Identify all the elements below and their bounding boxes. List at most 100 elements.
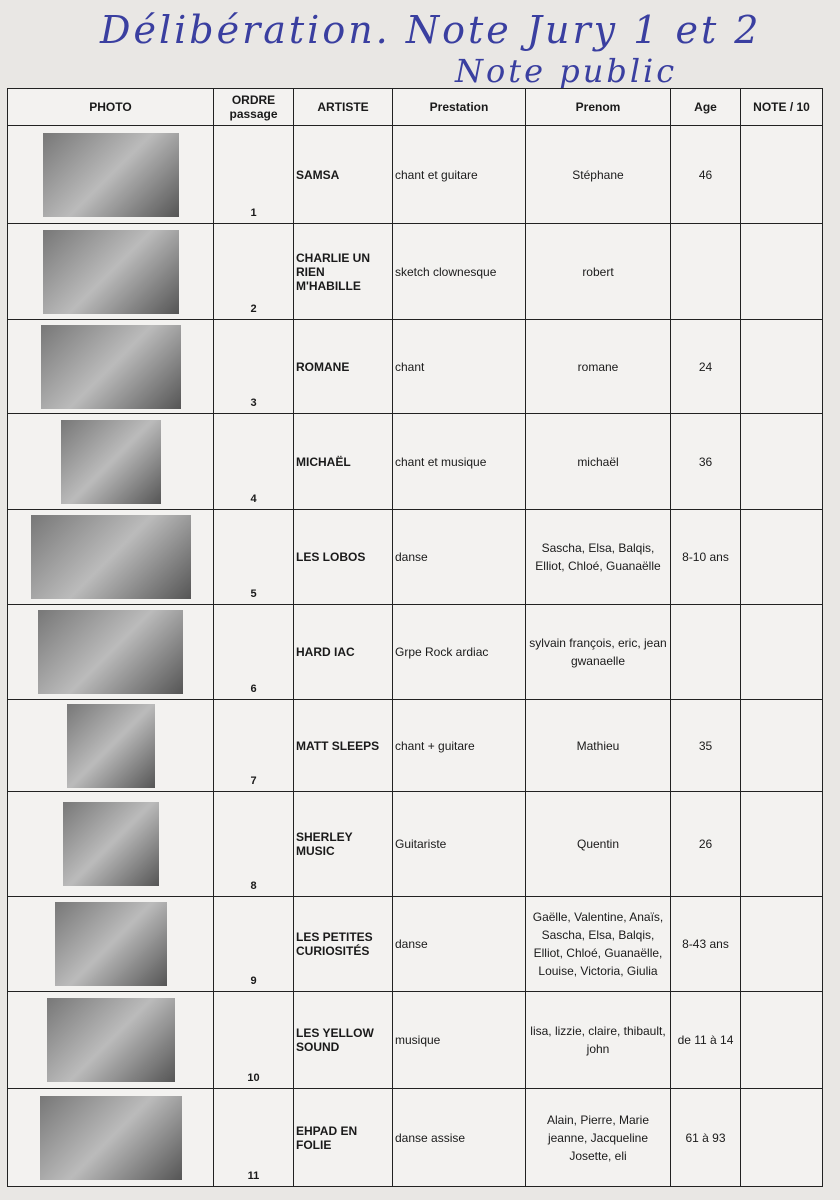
handwritten-title: Délibération. Note Jury 1 et 2 bbox=[100, 8, 762, 52]
age-cell: 35 bbox=[670, 699, 741, 792]
table-row: 6 HARD IAC Grpe Rock ardiac sylvain fran… bbox=[7, 604, 823, 700]
prenom-cell: sylvain françois, eric, jean gwanaelle bbox=[525, 604, 671, 700]
ordre-cell: 2 bbox=[213, 223, 294, 320]
note-cell[interactable] bbox=[740, 319, 823, 414]
photo-cell bbox=[7, 699, 214, 792]
header-ordre: ORDRE passage bbox=[213, 88, 294, 126]
table-row: 7 MATT SLEEPS chant + guitare Mathieu 35 bbox=[7, 699, 823, 792]
header-photo: PHOTO bbox=[7, 88, 214, 126]
artist-photo bbox=[60, 419, 161, 504]
prestation-cell: chant et musique bbox=[392, 413, 526, 510]
artist-photo bbox=[39, 1095, 182, 1180]
table-row: 9 LES PETITES CURIOSITÉS danse Gaëlle, V… bbox=[7, 896, 823, 992]
prestation-cell: musique bbox=[392, 991, 526, 1089]
note-cell[interactable] bbox=[740, 991, 823, 1089]
ordre-cell: 3 bbox=[213, 319, 294, 414]
prestation-cell: chant et guitare bbox=[392, 125, 526, 224]
photo-cell bbox=[7, 1088, 214, 1187]
header-prenom: Prenom bbox=[525, 88, 671, 126]
artiste-cell: EHPAD EN FOLIE bbox=[293, 1088, 393, 1187]
table-row: 10 LES YELLOW SOUND musique lisa, lizzie… bbox=[7, 991, 823, 1089]
photo-cell bbox=[7, 604, 214, 700]
header-note: NOTE / 10 bbox=[740, 88, 823, 126]
ordre-cell: 11 bbox=[213, 1088, 294, 1187]
table-row: 4 MICHAËL chant et musique michaël 36 bbox=[7, 413, 823, 510]
deliberation-table: PHOTO ORDRE passage ARTISTE Prestation P… bbox=[7, 88, 823, 1187]
artiste-cell: MATT SLEEPS bbox=[293, 699, 393, 792]
prestation-cell: chant bbox=[392, 319, 526, 414]
photo-cell bbox=[7, 896, 214, 992]
artist-photo bbox=[62, 802, 159, 886]
note-cell[interactable] bbox=[740, 125, 823, 224]
table-row: 2 CHARLIE UN RIEN M'HABILLE sketch clown… bbox=[7, 223, 823, 320]
artist-photo bbox=[30, 515, 191, 599]
artist-photo bbox=[38, 610, 183, 694]
photo-cell bbox=[7, 991, 214, 1089]
table-row: 11 EHPAD EN FOLIE danse assise Alain, Pi… bbox=[7, 1088, 823, 1187]
prenom-cell: robert bbox=[525, 223, 671, 320]
artist-photo bbox=[46, 998, 175, 1082]
ordre-cell: 9 bbox=[213, 896, 294, 992]
artist-photo bbox=[54, 902, 167, 986]
photo-cell bbox=[7, 791, 214, 897]
age-cell: 24 bbox=[670, 319, 741, 414]
prestation-cell: danse bbox=[392, 896, 526, 992]
ordre-cell: 6 bbox=[213, 604, 294, 700]
prenom-cell: Alain, Pierre, Marie jeanne, Jacqueline … bbox=[525, 1088, 671, 1187]
prenom-cell: Sascha, Elsa, Balqis, Elliot, Chloé, Gua… bbox=[525, 509, 671, 605]
photo-cell bbox=[7, 509, 214, 605]
handwritten-subtitle: Note public bbox=[455, 52, 678, 90]
artiste-cell: HARD IAC bbox=[293, 604, 393, 700]
artiste-cell: LES YELLOW SOUND bbox=[293, 991, 393, 1089]
note-cell[interactable] bbox=[740, 604, 823, 700]
note-cell[interactable] bbox=[740, 699, 823, 792]
ordre-cell: 10 bbox=[213, 991, 294, 1089]
prestation-cell: chant + guitare bbox=[392, 699, 526, 792]
artist-photo bbox=[42, 132, 179, 217]
table-row: 5 LES LOBOS danse Sascha, Elsa, Balqis, … bbox=[7, 509, 823, 605]
prenom-cell: Quentin bbox=[525, 791, 671, 897]
artiste-cell: SAMSA bbox=[293, 125, 393, 224]
photo-cell bbox=[7, 223, 214, 320]
artiste-cell: CHARLIE UN RIEN M'HABILLE bbox=[293, 223, 393, 320]
age-cell bbox=[670, 223, 741, 320]
note-cell[interactable] bbox=[740, 1088, 823, 1187]
photo-cell bbox=[7, 413, 214, 510]
ordre-cell: 7 bbox=[213, 699, 294, 792]
note-cell[interactable] bbox=[740, 896, 823, 992]
prenom-cell: Stéphane bbox=[525, 125, 671, 224]
artist-photo bbox=[66, 703, 155, 788]
ordre-cell: 1 bbox=[213, 125, 294, 224]
table-row: 1 SAMSA chant et guitare Stéphane 46 bbox=[7, 125, 823, 224]
artiste-cell: ROMANE bbox=[293, 319, 393, 414]
prestation-cell: danse bbox=[392, 509, 526, 605]
prenom-cell: romane bbox=[525, 319, 671, 414]
prenom-cell: Gaëlle, Valentine, Anaïs, Sascha, Elsa, … bbox=[525, 896, 671, 992]
note-cell[interactable] bbox=[740, 413, 823, 510]
prestation-cell: Guitariste bbox=[392, 791, 526, 897]
age-cell: 26 bbox=[670, 791, 741, 897]
artiste-cell: LES PETITES CURIOSITÉS bbox=[293, 896, 393, 992]
artiste-cell: SHERLEY MUSIC bbox=[293, 791, 393, 897]
header-age: Age bbox=[670, 88, 741, 126]
artiste-cell: MICHAËL bbox=[293, 413, 393, 510]
artist-photo bbox=[42, 229, 179, 314]
age-cell: 61 à 93 bbox=[670, 1088, 741, 1187]
age-cell: 8-10 ans bbox=[670, 509, 741, 605]
artiste-cell: LES LOBOS bbox=[293, 509, 393, 605]
header-artiste: ARTISTE bbox=[293, 88, 393, 126]
note-cell[interactable] bbox=[740, 223, 823, 320]
prestation-cell: Grpe Rock ardiac bbox=[392, 604, 526, 700]
note-cell[interactable] bbox=[740, 509, 823, 605]
table-row: 8 SHERLEY MUSIC Guitariste Quentin 26 bbox=[7, 791, 823, 897]
ordre-cell: 8 bbox=[213, 791, 294, 897]
artist-photo bbox=[40, 324, 181, 409]
prestation-cell: danse assise bbox=[392, 1088, 526, 1187]
ordre-cell: 4 bbox=[213, 413, 294, 510]
header-row: PHOTO ORDRE passage ARTISTE Prestation P… bbox=[7, 88, 823, 126]
age-cell: de 11 à 14 bbox=[670, 991, 741, 1089]
note-cell[interactable] bbox=[740, 791, 823, 897]
ordre-cell: 5 bbox=[213, 509, 294, 605]
prenom-cell: Mathieu bbox=[525, 699, 671, 792]
header-prestation: Prestation bbox=[392, 88, 526, 126]
